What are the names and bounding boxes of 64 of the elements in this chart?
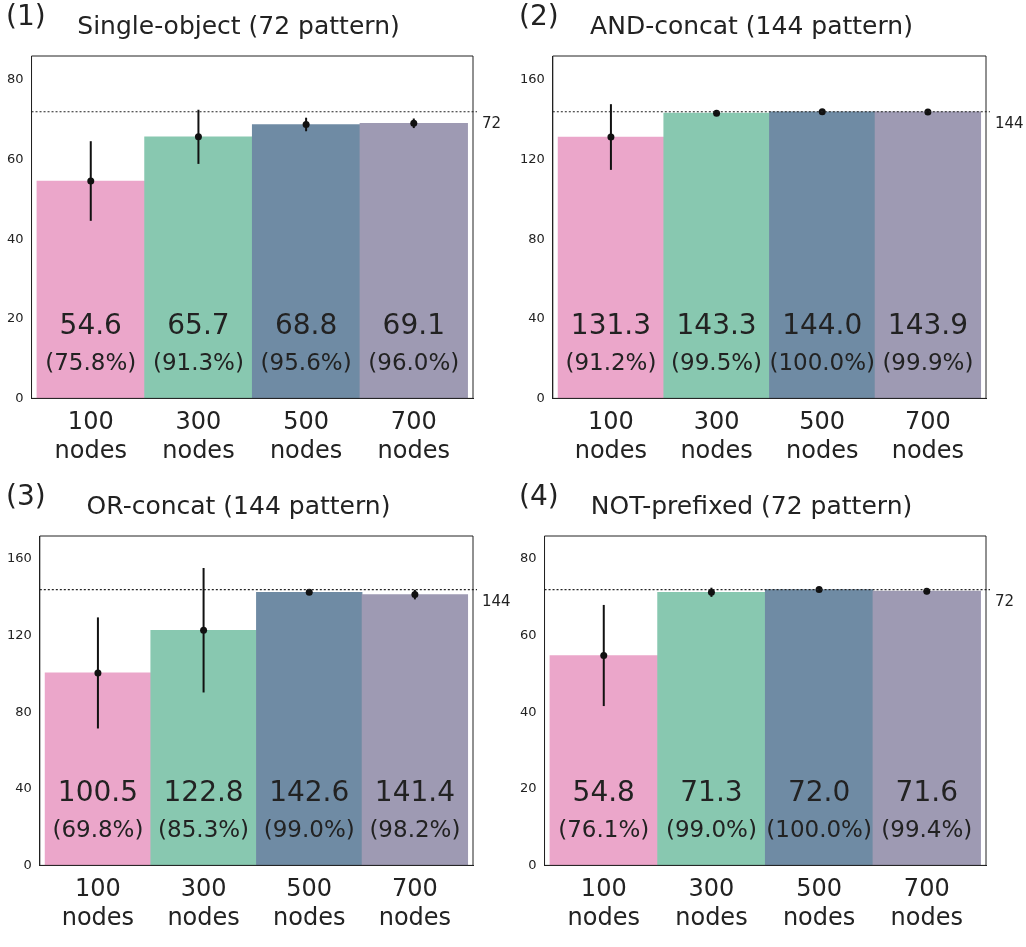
y-tick-label: 0 bbox=[15, 389, 24, 405]
x-tick-label: 300 nodes bbox=[675, 874, 748, 931]
data-label: 68.8 (95.6%) bbox=[260, 307, 352, 376]
x-tick-label: 300 nodes bbox=[167, 874, 240, 931]
x-tick-label: 100 nodes bbox=[567, 874, 640, 931]
y-tick-label: 0 bbox=[536, 389, 545, 405]
x-tick-label: 300 nodes bbox=[680, 407, 753, 464]
data-label: 144.0 (100.0%) bbox=[769, 307, 876, 376]
y-tick-label: 80 bbox=[15, 703, 32, 719]
y-tick-label: 40 bbox=[7, 230, 24, 246]
y-tick-label: 20 bbox=[520, 780, 537, 796]
text: (1) bbox=[6, 0, 46, 33]
chart-title: OR-concat (144 pattern) bbox=[86, 490, 391, 520]
y-tick-label: 0 bbox=[23, 856, 32, 872]
text: (3) bbox=[6, 479, 46, 513]
y-tick-label: 40 bbox=[15, 780, 32, 796]
text: (2) bbox=[519, 0, 559, 33]
x-tick-label: 700 nodes bbox=[891, 407, 965, 464]
data-label: 142.6 (99.0%) bbox=[263, 774, 355, 843]
data-label: 72.0 (100.0%) bbox=[766, 774, 872, 843]
x-tick-label: 500 nodes bbox=[269, 407, 343, 464]
x-tick-label: 500 nodes bbox=[273, 874, 346, 931]
y-tick-label: 40 bbox=[528, 310, 545, 326]
x-tick-label: 100 nodes bbox=[54, 407, 127, 464]
data-label: 100.5 (69.8%) bbox=[52, 774, 144, 843]
data-label: 54.6 (75.8%) bbox=[45, 307, 137, 376]
x-tick-label: 500 nodes bbox=[782, 874, 856, 931]
chart-title: NOT-prefixed (72 pattern) bbox=[590, 490, 913, 520]
y-tick-label: 40 bbox=[520, 703, 537, 719]
x-tick-label: 500 nodes bbox=[786, 407, 859, 464]
ref-line-label: 72 bbox=[995, 591, 1015, 610]
y-tick-label: 80 bbox=[520, 550, 537, 566]
x-tick-label: 700 nodes bbox=[377, 407, 450, 464]
x-tick-label: 100 nodes bbox=[61, 874, 135, 931]
x-tick-label: 700 nodes bbox=[890, 874, 963, 931]
y-tick-label: 0 bbox=[528, 856, 537, 872]
data-label: 122.8 (85.3%) bbox=[158, 774, 250, 843]
y-tick-label: 160 bbox=[519, 71, 545, 87]
y-tick-label: 60 bbox=[520, 626, 537, 642]
x-tick-label: 300 nodes bbox=[162, 407, 235, 464]
ref-line-label: 144 bbox=[995, 113, 1024, 132]
data-label: 71.6 (99.4%) bbox=[881, 774, 973, 843]
chart-title: AND-concat (144 pattern) bbox=[590, 10, 913, 40]
data-label: 141.4 (98.2%) bbox=[369, 774, 461, 843]
data-label: 143.9 (99.9%) bbox=[882, 307, 974, 376]
y-tick-label: 80 bbox=[7, 71, 24, 87]
y-tick-label: 80 bbox=[528, 230, 545, 246]
y-tick-label: 160 bbox=[6, 550, 32, 566]
data-label: 65.7 (91.3%) bbox=[152, 307, 244, 376]
data-label: 143.3 (99.5%) bbox=[671, 307, 763, 376]
data-label: 54.8 (76.1%) bbox=[558, 774, 650, 843]
ref-line-label: 144 bbox=[482, 591, 511, 610]
ref-line-label: 72 bbox=[482, 113, 502, 132]
y-tick-label: 120 bbox=[519, 150, 545, 166]
x-tick-label: 100 nodes bbox=[574, 407, 648, 464]
data-label: 71.3 (99.0%) bbox=[665, 774, 757, 843]
y-tick-label: 20 bbox=[7, 310, 24, 326]
y-tick-label: 120 bbox=[6, 626, 32, 642]
chart-title: Single-object (72 pattern) bbox=[77, 10, 400, 40]
data-label: 131.3 (91.2%) bbox=[565, 307, 657, 376]
x-tick-label: 700 nodes bbox=[378, 874, 452, 931]
y-tick-label: 60 bbox=[7, 150, 24, 166]
text: (4) bbox=[519, 479, 559, 513]
data-label: 69.1 (96.0%) bbox=[368, 307, 460, 376]
